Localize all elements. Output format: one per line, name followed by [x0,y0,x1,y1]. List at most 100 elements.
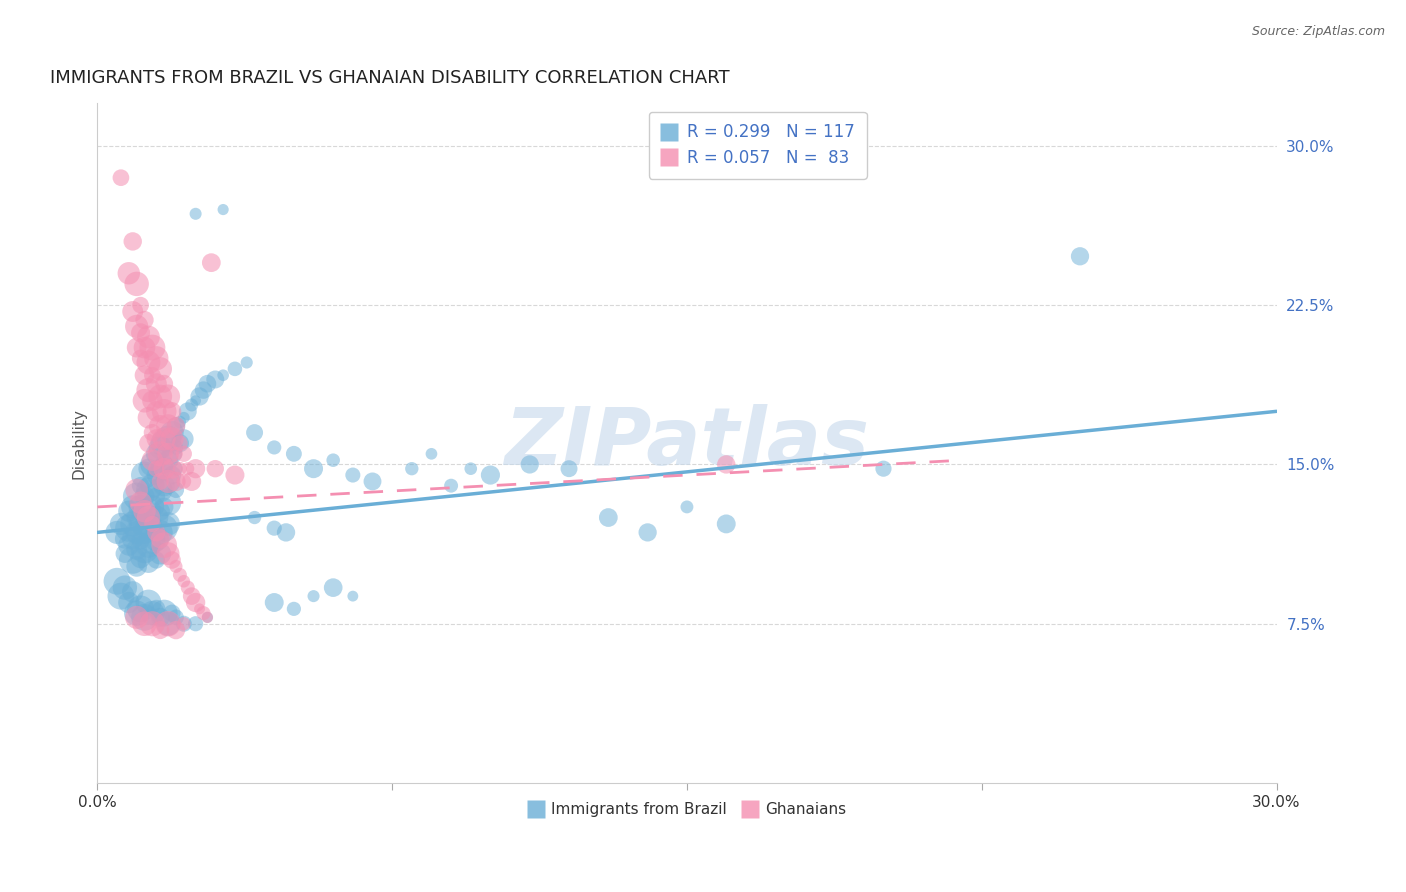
Point [121,553,143,567]
Point [274,525,297,540]
Point [169,461,191,475]
Point [157,432,180,446]
Point [141,500,163,514]
Point [177,404,200,418]
Point [134,489,156,503]
Point [145,553,167,567]
Point [676,500,699,514]
Point [188,602,211,616]
Point [129,533,152,548]
Point [173,574,195,589]
Point [361,475,384,489]
Point [138,510,160,524]
Point [235,355,257,369]
Point [157,475,180,489]
Point [153,404,176,418]
Point [224,362,246,376]
Point [322,453,344,467]
Point [114,581,136,595]
Point [105,574,128,589]
Point [153,521,176,535]
Point [165,461,187,475]
Point [149,610,172,624]
Point [125,319,148,334]
Point [145,525,167,540]
Point [141,478,163,492]
Point [160,468,183,483]
Point [125,483,148,497]
Point [160,553,183,567]
Point [141,458,163,472]
Point [141,425,163,440]
Point [141,393,163,408]
Point [157,447,180,461]
Point [184,595,207,609]
Point [153,538,176,552]
Point [184,207,207,221]
Point [118,595,141,609]
Point [145,510,167,524]
Point [197,610,219,624]
Point [157,547,180,561]
Point [145,447,167,461]
Point [125,525,148,540]
Point [125,341,148,355]
Point [157,389,180,403]
Point [440,478,463,492]
Point [173,410,195,425]
Point [322,581,344,595]
Point [177,581,200,595]
Point [169,567,191,582]
Point [145,404,167,418]
Point [401,461,423,475]
Point [121,235,143,249]
Point [125,610,148,624]
Point [302,461,325,475]
Point [149,623,172,637]
Point [121,532,143,546]
Point [224,468,246,483]
Point [153,606,176,620]
Point [177,461,200,475]
Point [138,383,160,397]
Point [188,389,211,403]
Point [129,326,152,340]
Point [1069,249,1091,263]
Point [160,606,183,620]
Point [153,432,176,446]
Point [153,500,176,514]
Point [197,610,219,624]
Point [121,585,143,599]
Point [138,555,160,569]
Point [145,461,167,475]
Point [138,504,160,518]
Point [121,500,143,514]
Point [153,436,176,450]
Point [110,170,132,185]
Point [118,538,141,552]
Point [149,547,172,561]
Point [141,606,163,620]
Point [129,478,152,492]
Point [173,447,195,461]
Text: Source: ZipAtlas.com: Source: ZipAtlas.com [1251,25,1385,38]
Point [129,496,152,510]
Point [212,368,235,383]
Point [160,425,183,440]
Point [165,419,187,434]
Point [263,595,285,609]
Point [165,610,187,624]
Point [141,453,163,467]
Point [420,447,443,461]
Legend: Immigrants from Brazil, Ghanaians: Immigrants from Brazil, Ghanaians [522,796,852,823]
Point [160,461,183,475]
Point [872,461,894,475]
Point [149,475,172,489]
Point [153,461,176,475]
Point [184,461,207,475]
Point [212,202,235,217]
Point [141,516,163,531]
Point [165,483,187,497]
Point [145,489,167,503]
Point [105,525,128,540]
